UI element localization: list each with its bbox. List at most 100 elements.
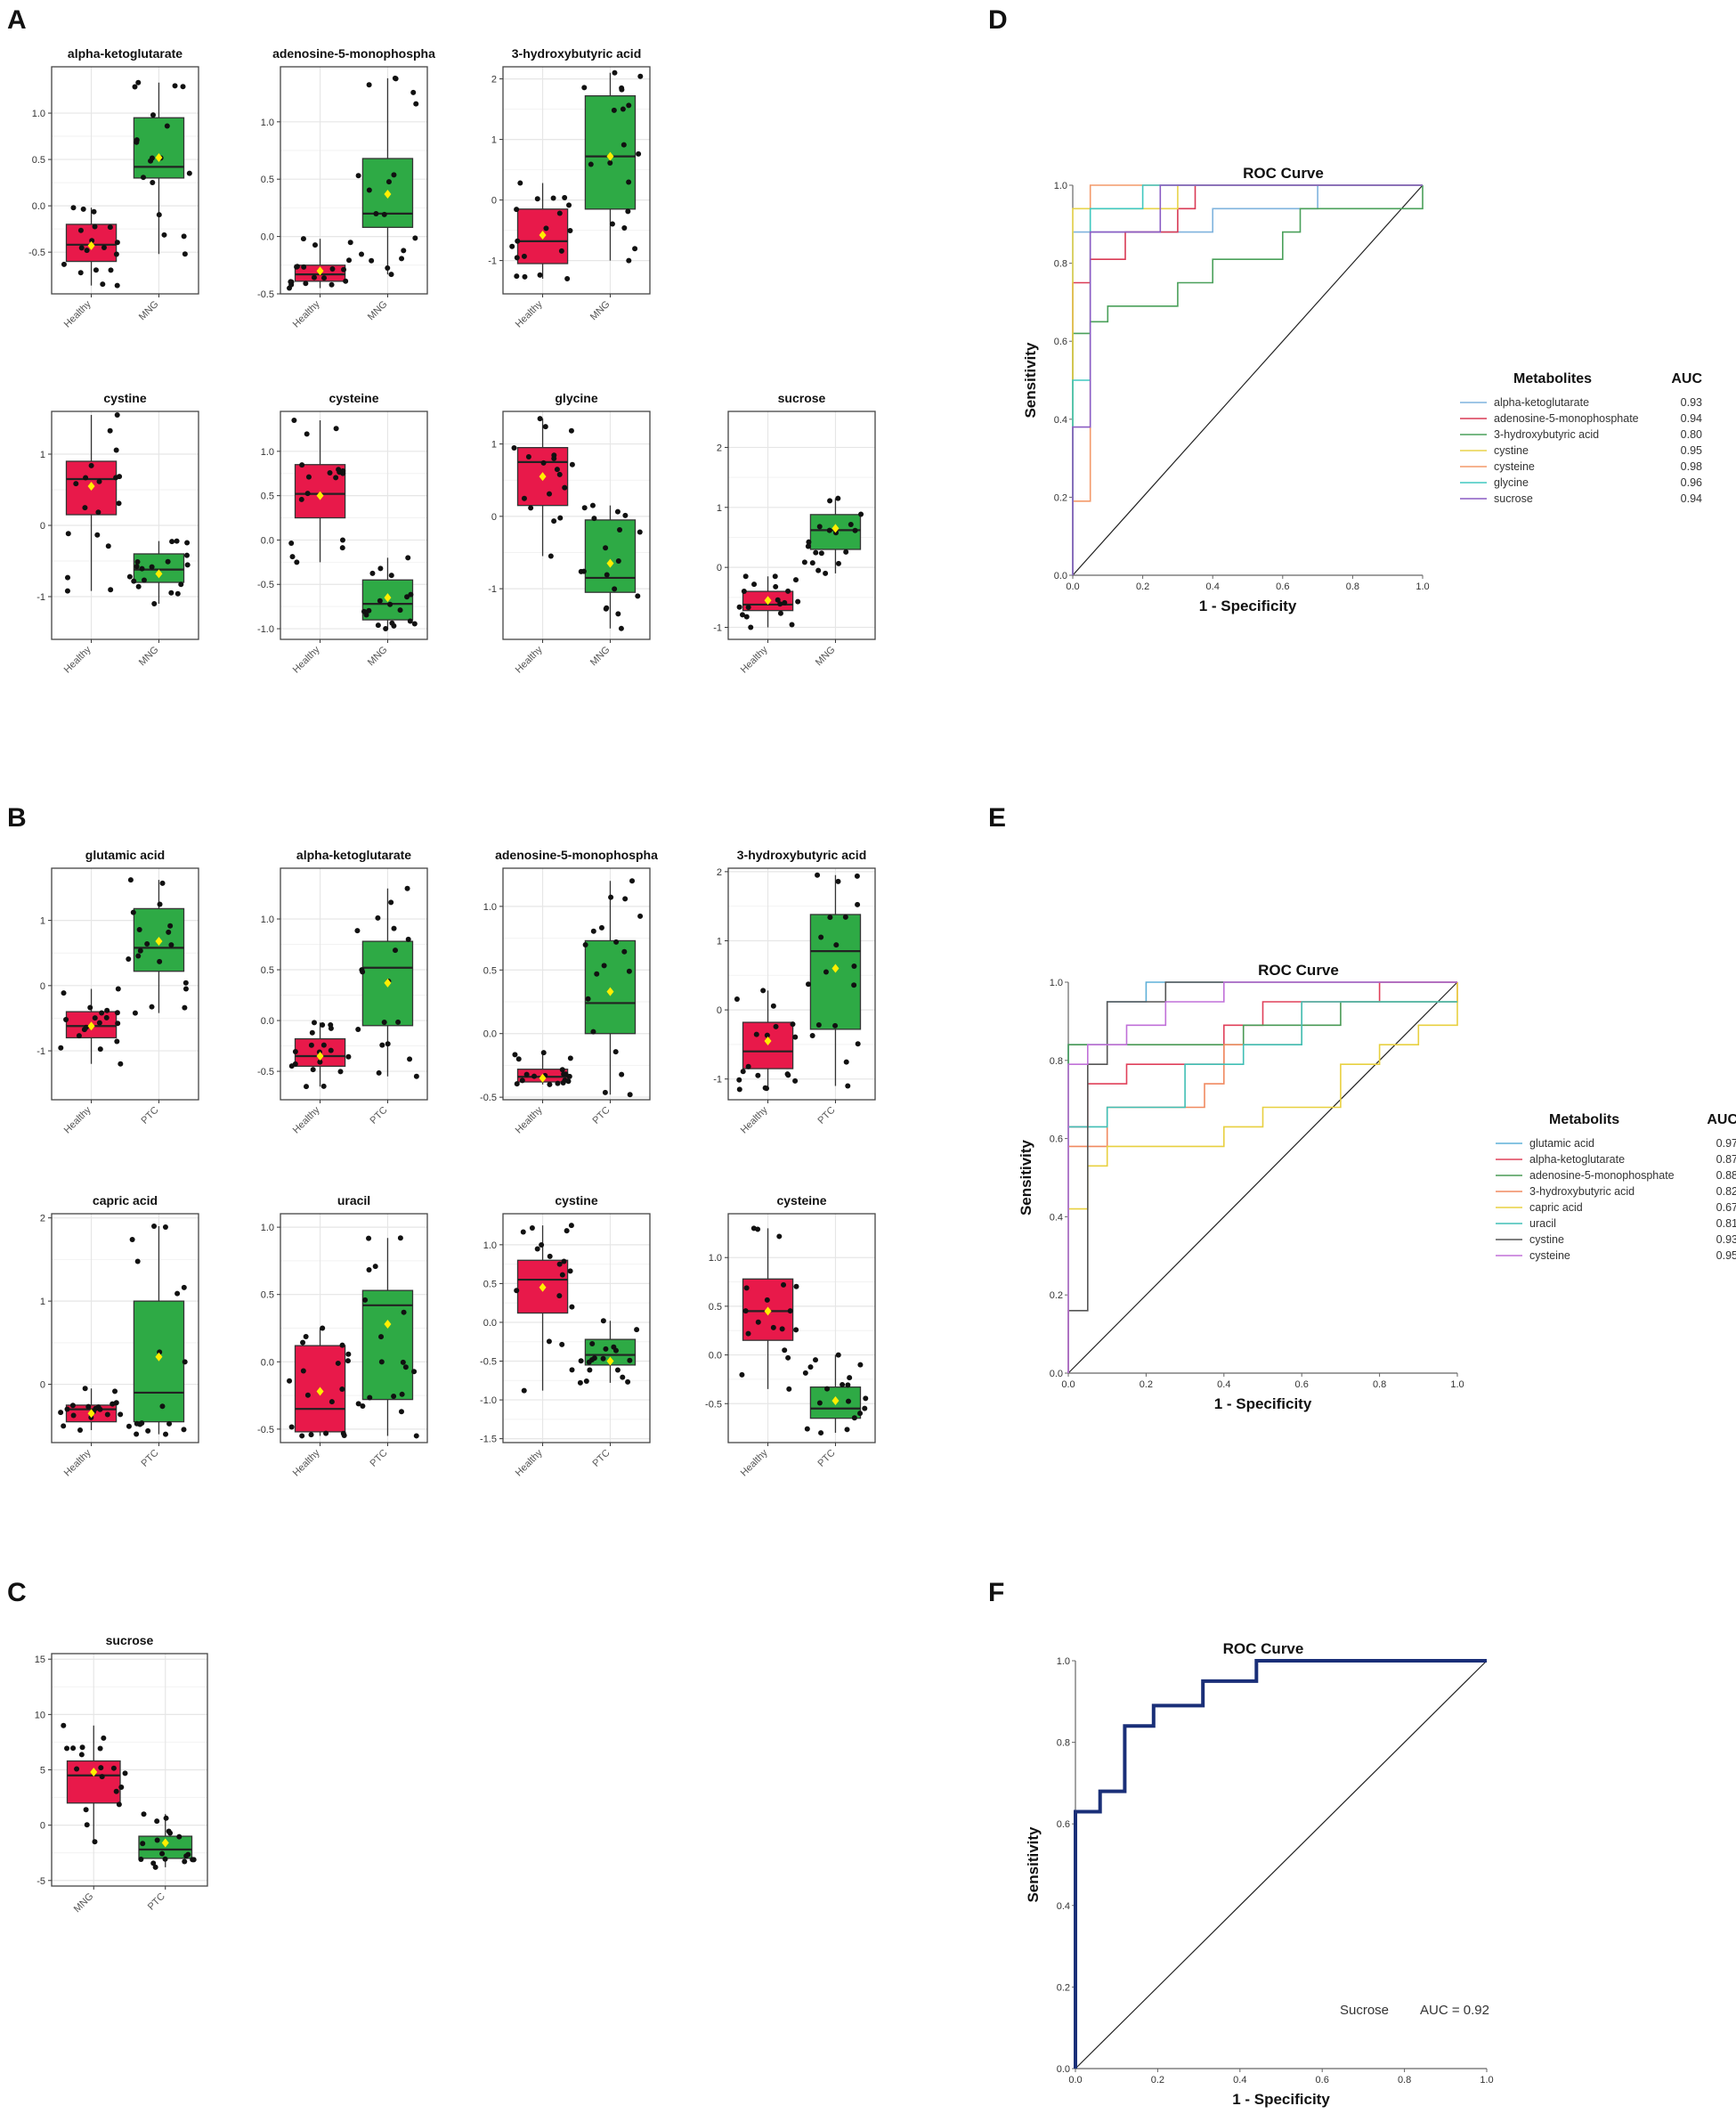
data-point [627,1357,633,1363]
data-point [134,139,140,145]
y-tick-label: 1.0 [261,447,274,458]
legend-label: 3-hydroxybutyric acid [1529,1185,1635,1198]
data-point [289,554,296,560]
data-point [134,558,141,565]
y-tick-label: 0.4 [1057,1901,1070,1912]
data-point [626,179,632,185]
data-point [601,963,607,969]
reference-diagonal [1075,1660,1488,2069]
data-point [588,161,594,167]
data-point [404,885,410,891]
x-tick-label: 0.2 [1151,2075,1164,2086]
x-tick-label: 0.2 [1140,1379,1153,1390]
data-point [743,1285,750,1291]
data-point [309,1029,315,1036]
data-point [321,275,328,281]
data-point [604,572,610,578]
y-tick-label: 1.0 [1054,181,1067,191]
data-point [136,927,142,933]
y-tick-label: 0.0 [32,201,45,212]
y-tick-label: 0.0 [1057,2064,1070,2075]
data-point [83,1024,89,1030]
reference-diagonal [1072,184,1424,576]
data-point [556,1293,563,1299]
legend-auc: 0.98 [1681,460,1702,473]
boxplot-b-1: uracil -0.5 0.0 0.5 1.0 Healthy PTC [257,1193,428,1478]
data-point [520,1229,526,1235]
plot-frame [280,1213,428,1443]
data-point [135,953,142,959]
data-point [782,599,788,606]
subplot-title: cystine [555,1193,597,1207]
data-point [397,607,403,614]
data-point [70,205,77,211]
data-point [806,539,812,545]
data-point [537,272,543,278]
data-point [329,281,335,288]
data-point [159,1850,166,1857]
data-point [64,574,70,581]
data-point [340,1430,346,1436]
data-point [328,1047,334,1053]
data-point [93,1405,99,1411]
plot-frame [502,411,651,640]
mean-marker [539,1073,547,1083]
data-point [559,1272,565,1278]
data-point [781,1281,787,1288]
x-tick-label: MNG [366,645,390,669]
data-point [300,236,306,242]
data-point [366,1235,372,1241]
plot-frame [280,411,428,640]
data-point [562,195,568,201]
data-point [411,1369,418,1375]
data-point [77,1427,84,1433]
data-point [755,1226,761,1232]
data-point [77,227,84,233]
data-point [168,942,174,948]
data-point [150,180,156,186]
data-point [366,187,372,193]
data-point [65,531,71,537]
box [133,1300,185,1423]
data-point [64,1745,70,1752]
data-point [183,552,190,558]
data-point [92,1015,98,1021]
data-point [78,1752,85,1758]
data-point [150,1860,157,1866]
data-point [534,196,540,202]
data-point [559,1067,565,1073]
data-point [310,1067,316,1073]
data-point [377,565,384,572]
data-point [101,1735,107,1741]
data-point [559,1341,565,1347]
y-tick-label: -0.5 [257,289,274,300]
data-point [76,1033,82,1039]
legend-auc: 0.87 [1716,1153,1736,1166]
y-tick-label: -0.5 [257,580,274,590]
data-point [163,1431,169,1437]
data-point [180,84,186,90]
panel-letter-e: E [988,803,1006,833]
data-point [577,1379,583,1386]
data-point [134,1420,140,1427]
data-point [629,878,636,884]
data-point [118,1411,124,1418]
y-tick-label: 1.0 [483,1240,497,1251]
boxplot-a-1: adenosine-5-monophospha -0.5 0.0 0.5 1.0 Heal… [257,46,435,329]
data-point [755,1072,761,1078]
data-point [114,412,120,418]
data-point [739,612,745,618]
roc-curve-2 [1067,1001,1457,1373]
data-point [383,626,389,632]
data-point [288,1063,295,1069]
data-point [181,1284,187,1290]
data-point [556,471,563,477]
data-point [827,915,833,921]
data-point [517,180,523,186]
data-point [558,248,564,254]
legend-label: capric acid [1529,1201,1583,1214]
data-point [755,1319,761,1325]
data-point [317,1059,323,1065]
panel-letter-d: D [988,5,1008,35]
data-point [377,598,383,604]
